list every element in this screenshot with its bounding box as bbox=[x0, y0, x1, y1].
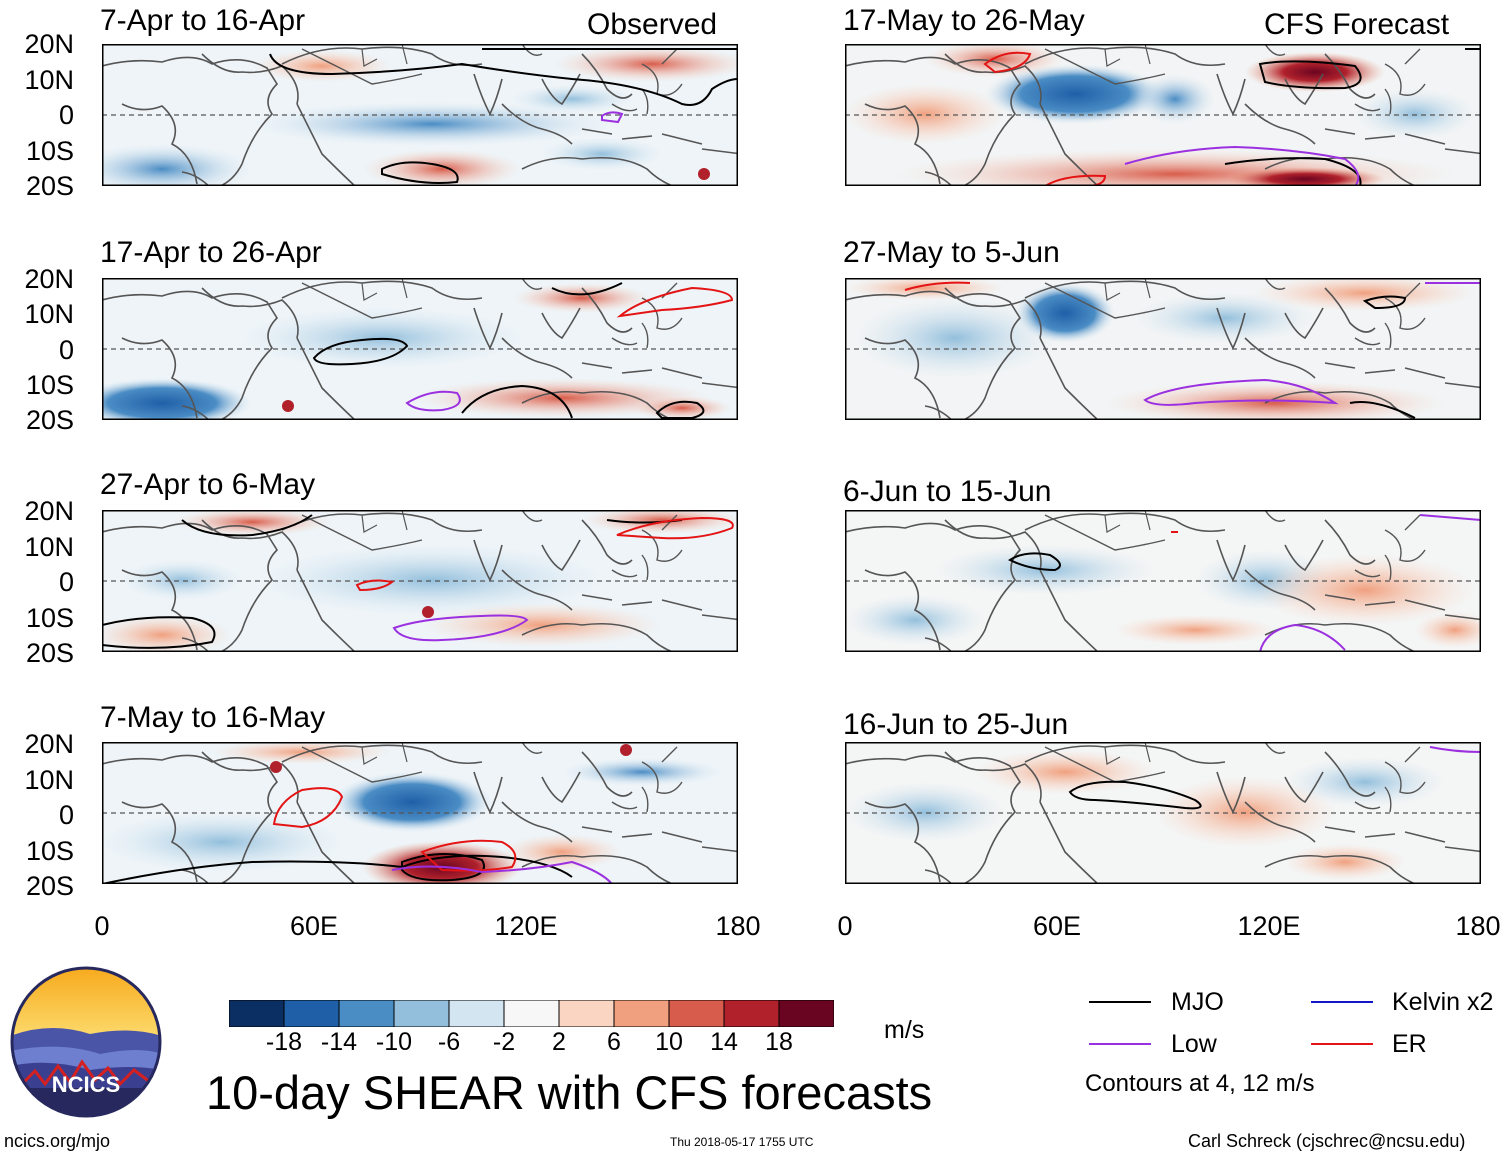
legend-low-label: Low bbox=[1171, 1030, 1217, 1058]
legend-note: Contours at 4, 12 m/s bbox=[1085, 1070, 1315, 1097]
cyclone-icon bbox=[698, 168, 710, 180]
map-panel-left-4 bbox=[102, 742, 738, 884]
panel-title-left-4: 7-May to 16-May bbox=[100, 701, 326, 734]
colorbar-cell bbox=[393, 1000, 450, 1027]
legend-mjo-label: MJO bbox=[1171, 988, 1224, 1016]
panel-title-right-1: 17-May to 26-May bbox=[843, 4, 1085, 37]
lat-label: 20N bbox=[24, 264, 74, 294]
colorbar-label: 6 bbox=[607, 1028, 621, 1056]
lat-label: 10N bbox=[24, 299, 74, 329]
lat-label: 20S bbox=[25, 871, 74, 901]
colorbar-cell bbox=[723, 1000, 780, 1027]
panel-title-right-3: 6-Jun to 15-Jun bbox=[843, 475, 1052, 508]
legend-er-label: ER bbox=[1392, 1030, 1427, 1058]
map-panel-right-4 bbox=[845, 742, 1481, 884]
cyclone-icon bbox=[282, 400, 294, 412]
lat-label: 10N bbox=[24, 532, 74, 562]
lat-label: 20N bbox=[24, 729, 74, 759]
lon-label: 120E bbox=[1237, 911, 1301, 941]
lat-label: 10N bbox=[24, 65, 74, 95]
colorbar-cell bbox=[283, 1000, 340, 1027]
panel-title-left-3: 27-Apr to 6-May bbox=[100, 468, 316, 501]
lat-label: 10S bbox=[25, 370, 74, 400]
cyclone-icon bbox=[422, 606, 434, 618]
lon-label: 180 bbox=[1455, 911, 1501, 941]
footer-timestamp: Thu 2018-05-17 1755 UTC bbox=[670, 1135, 814, 1149]
map-panel-right-1 bbox=[845, 44, 1481, 186]
panel-title-right-4: 16-Jun to 25-Jun bbox=[843, 708, 1069, 741]
lat-label: 10N bbox=[24, 765, 74, 795]
lat-label: 20N bbox=[24, 496, 74, 526]
colorbar bbox=[229, 1000, 834, 1027]
footer-credit: Carl Schreck (cjschrec@ncsu.edu) bbox=[1188, 1131, 1466, 1151]
colorbar-label: 2 bbox=[552, 1028, 566, 1056]
cyclone-icon bbox=[270, 761, 282, 773]
map-panel-right-2 bbox=[845, 278, 1481, 420]
map-panel-left-3 bbox=[102, 510, 738, 652]
units-label: m/s bbox=[884, 1016, 925, 1044]
lon-label: 120E bbox=[494, 911, 558, 941]
map-panel-left-1 bbox=[102, 44, 738, 186]
lat-label: 0 bbox=[58, 100, 74, 130]
lat-label: 0 bbox=[58, 335, 74, 365]
cyclone-icon bbox=[620, 744, 632, 756]
colorbar-cell bbox=[613, 1000, 670, 1027]
lat-label: 0 bbox=[58, 567, 74, 597]
colorbar-label: -6 bbox=[437, 1028, 461, 1056]
colorbar-label: 14 bbox=[710, 1028, 738, 1056]
ncics-logo: NCICS bbox=[10, 966, 162, 1118]
panel-title-left-1: 7-Apr to 16-Apr bbox=[100, 4, 306, 37]
colorbar-label: -14 bbox=[320, 1028, 358, 1056]
lat-label: 20S bbox=[25, 171, 74, 201]
lon-label: 0 bbox=[837, 911, 853, 941]
legend-low-line bbox=[1089, 1043, 1151, 1045]
lat-label: 10S bbox=[25, 836, 74, 866]
colorbar-cell bbox=[503, 1000, 560, 1027]
map-panel-left-2 bbox=[102, 278, 738, 420]
lon-label: 60E bbox=[289, 911, 339, 941]
lat-label: 10S bbox=[25, 136, 74, 166]
colorbar-label: -18 bbox=[265, 1028, 303, 1056]
lon-label: 0 bbox=[94, 911, 110, 941]
panel-title-right-2: 27-May to 5-Jun bbox=[843, 236, 1060, 269]
colorbar-label: -10 bbox=[375, 1028, 413, 1056]
colorbar-cell bbox=[558, 1000, 615, 1027]
lat-label: 0 bbox=[58, 800, 74, 830]
colorbar-cell bbox=[448, 1000, 505, 1027]
lon-label: 180 bbox=[715, 911, 761, 941]
legend-kelvin-line bbox=[1311, 1001, 1373, 1003]
lat-label: 20N bbox=[24, 29, 74, 59]
lat-label: 10S bbox=[25, 603, 74, 633]
map-panel-right-3 bbox=[845, 510, 1481, 652]
panel-title-left-2: 17-Apr to 26-Apr bbox=[100, 236, 322, 269]
colorbar-label: -2 bbox=[492, 1028, 516, 1056]
colorbar-cell bbox=[668, 1000, 725, 1027]
colorbar-label: 10 bbox=[655, 1028, 683, 1056]
lat-label: 20S bbox=[25, 638, 74, 668]
lat-label: 20S bbox=[25, 405, 74, 435]
legend-er-line bbox=[1311, 1043, 1373, 1045]
colorbar-cell bbox=[229, 1000, 285, 1027]
cfs-forecast-label: CFS Forecast bbox=[1264, 8, 1450, 41]
legend-kelvin-label: Kelvin x2 bbox=[1392, 988, 1494, 1016]
observed-label: Observed bbox=[587, 8, 718, 41]
colorbar-cell bbox=[778, 1000, 834, 1027]
footer-url: ncics.org/mjo bbox=[4, 1131, 111, 1151]
legend-mjo-line bbox=[1089, 1001, 1151, 1003]
colorbar-cell bbox=[338, 1000, 395, 1027]
colorbar-label: 18 bbox=[765, 1028, 793, 1056]
main-title: 10-day SHEAR with CFS forecasts bbox=[206, 1066, 933, 1119]
logo-text: NCICS bbox=[52, 1072, 120, 1097]
lon-label: 60E bbox=[1032, 911, 1082, 941]
